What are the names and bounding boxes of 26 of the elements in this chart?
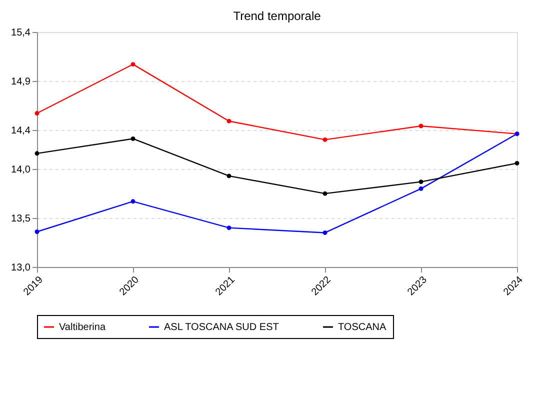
legend-label: TOSCANA	[338, 322, 386, 333]
point	[418, 186, 424, 191]
point	[322, 137, 328, 142]
y-tick-label: 13,5	[11, 214, 31, 225]
y-tick-label: 14,9	[11, 76, 31, 88]
y-tick-label: 13,0	[11, 262, 31, 274]
chart-title: Trend temporale	[233, 9, 322, 23]
point	[514, 160, 520, 166]
point	[322, 230, 328, 235]
point	[130, 199, 136, 204]
point	[226, 174, 232, 178]
y-tick-label: 14,0	[11, 164, 31, 176]
y-tick-label: 14,4	[11, 125, 31, 136]
point	[34, 230, 40, 234]
point	[322, 191, 328, 196]
point	[130, 136, 136, 141]
point	[130, 62, 136, 67]
point	[418, 124, 424, 128]
legend-label: Valtiberina	[59, 322, 106, 333]
point	[226, 118, 232, 124]
y-tick-label: 15,4	[11, 28, 31, 38]
point	[418, 180, 424, 184]
point	[226, 226, 232, 230]
point	[34, 111, 40, 116]
point	[34, 151, 40, 156]
legend-label: ASL TOSCANA SUD EST	[164, 322, 279, 333]
